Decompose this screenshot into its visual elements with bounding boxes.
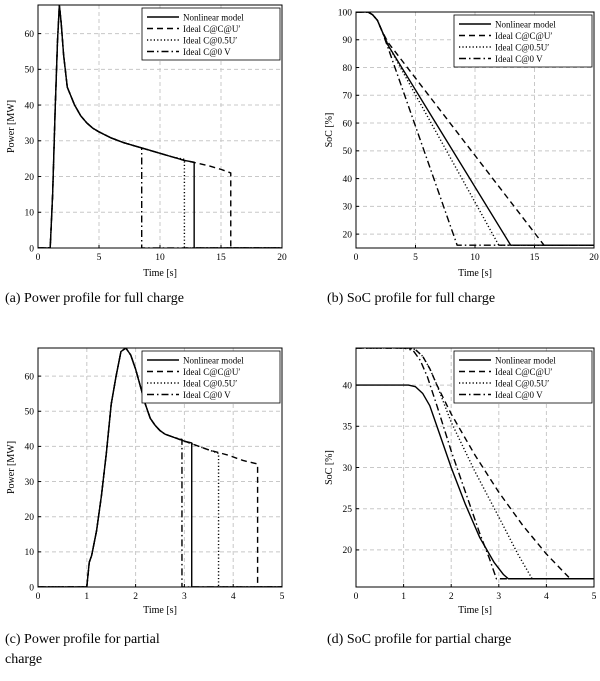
x-tick-label: 0	[354, 592, 359, 602]
x-tick-label: 1	[401, 592, 406, 602]
y-tick-label: 90	[343, 36, 353, 46]
y-tick-label: 20	[343, 230, 353, 240]
y-tick-label: 25	[343, 505, 353, 515]
legend: Nonlinear model Ideal C@C@U′Ideal C@0.5U′…	[142, 351, 280, 403]
y-tick-label: 20	[25, 513, 35, 523]
legend-label: Ideal C@0.5U′	[183, 378, 237, 388]
y-tick-label: 30	[343, 464, 353, 474]
y-tick-label: 10	[25, 209, 35, 219]
x-tick-label: 0	[354, 253, 359, 263]
legend: Nonlinear model Ideal C@C@U′Ideal C@0.5U′…	[142, 8, 280, 60]
y-tick-label: 40	[343, 381, 353, 391]
legend: Nonlinear model Ideal C@C@U′Ideal C@0.5U′…	[454, 15, 592, 67]
x-tick-label: 5	[592, 592, 597, 602]
y-tick-label: 60	[343, 119, 353, 129]
legend-label: Ideal C@0 V	[183, 47, 231, 57]
caption: charge	[5, 652, 42, 667]
legend-label: Ideal C@0 V	[183, 390, 231, 400]
y-tick-label: 40	[25, 101, 35, 111]
x-tick-label: 3	[496, 592, 501, 602]
x-tick-label: 10	[155, 253, 165, 263]
caption: (a) Power profile for full charge	[5, 291, 184, 306]
x-tick-label: 2	[133, 592, 138, 602]
legend-label: Nonlinear model	[495, 355, 556, 365]
y-tick-label: 35	[343, 423, 353, 433]
y-tick-label: 80	[343, 64, 353, 74]
x-axis-label: Time [s]	[143, 605, 177, 616]
x-tick-label: 5	[97, 253, 102, 263]
x-tick-label: 15	[530, 253, 540, 263]
y-axis-label: Power [MW]	[6, 441, 17, 494]
y-tick-label: 30	[25, 478, 35, 488]
x-tick-label: 4	[544, 592, 549, 602]
legend-label: Ideal C@0.5U′	[495, 42, 549, 52]
chart-d: 0 1 2 3 4 5 20 25 30 35 40 Time [s] SoC [%] Nonlinear…	[324, 348, 597, 647]
legend-label: Ideal C@C@U′	[183, 24, 240, 34]
y-tick-label: 10	[25, 548, 35, 558]
y-tick-label: 60	[25, 372, 35, 382]
y-tick-label: 20	[343, 546, 353, 556]
y-tick-label: 100	[338, 8, 353, 18]
y-axis-label: SoC [%]	[324, 450, 335, 485]
x-tick-label: 2	[449, 592, 454, 602]
chart-a: 0 5 10 15 20 0 10 20 30 40 50 60 Time [s] Power [MW] N…	[5, 5, 287, 306]
legend-label: Ideal C@0 V	[495, 390, 543, 400]
y-tick-label: 60	[25, 30, 35, 40]
y-tick-label: 30	[25, 137, 35, 147]
y-tick-label: 0	[29, 583, 34, 593]
y-tick-label: 40	[25, 443, 35, 453]
y-tick-label: 50	[343, 147, 353, 157]
x-tick-label: 15	[216, 253, 226, 263]
chart-b: 0 5 10 15 20 20 30 40 50 60 70 80 90 100 Time [s] SoC […	[324, 8, 599, 306]
legend-label: Nonlinear model	[183, 12, 244, 22]
y-tick-label: 50	[25, 408, 35, 418]
y-tick-label: 40	[343, 175, 353, 185]
legend-label: Ideal C@0 V	[495, 54, 543, 64]
x-tick-label: 10	[470, 253, 480, 263]
caption: (b) SoC profile for full charge	[327, 291, 495, 306]
x-tick-label: 5	[413, 253, 418, 263]
legend-label: Nonlinear model	[183, 355, 244, 365]
x-axis-label: Time [s]	[458, 605, 492, 616]
legend-label: Ideal C@0.5U′	[183, 35, 237, 45]
x-tick-label: 3	[182, 592, 187, 602]
y-tick-label: 30	[343, 203, 353, 213]
x-tick-label: 20	[589, 253, 599, 263]
x-tick-label: 0	[36, 253, 41, 263]
x-tick-label: 1	[84, 592, 89, 602]
caption: (c) Power profile for partial	[5, 632, 160, 647]
legend-label: Ideal C@C@U′	[183, 367, 240, 377]
x-tick-label: 20	[277, 253, 287, 263]
y-tick-label: 0	[29, 244, 34, 254]
legend-label: Ideal C@C@U′	[495, 367, 552, 377]
x-tick-label: 5	[280, 592, 285, 602]
x-axis-label: Time [s]	[458, 268, 492, 279]
legend: Nonlinear model Ideal C@C@U′Ideal C@0.5U′…	[454, 351, 592, 403]
y-tick-label: 70	[343, 92, 353, 102]
y-tick-label: 50	[25, 66, 35, 76]
x-tick-label: 4	[231, 592, 236, 602]
y-axis-label: SoC [%]	[324, 113, 335, 148]
caption: (d) SoC profile for partial charge	[327, 632, 511, 647]
x-axis-label: Time [s]	[143, 268, 177, 279]
x-tick-label: 0	[36, 592, 41, 602]
legend-label: Nonlinear model	[495, 19, 556, 29]
legend-label: Ideal C@0.5U′	[495, 378, 549, 388]
y-tick-label: 20	[25, 173, 35, 183]
y-axis-label: Power [MW]	[6, 100, 17, 153]
legend-label: Ideal C@C@U′	[495, 31, 552, 41]
